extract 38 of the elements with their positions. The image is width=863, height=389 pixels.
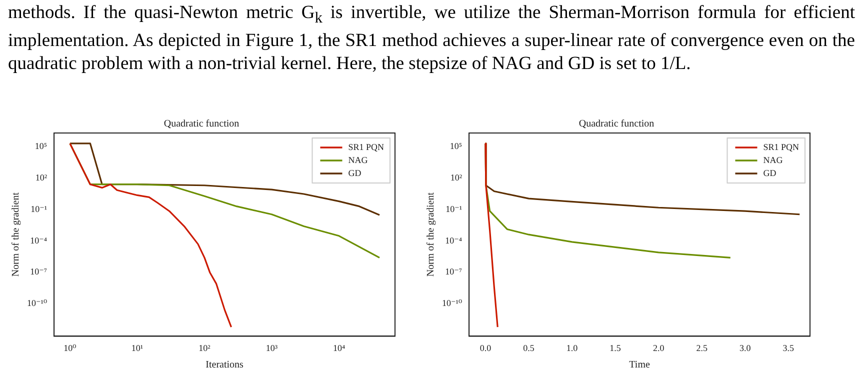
x-tick-label: 2.5 [696, 343, 708, 354]
y-tick-label: 10⁻¹ [30, 204, 48, 214]
chart-title: Quadratic function [164, 119, 240, 130]
chart-title: Quadratic function [578, 119, 654, 130]
y-tick-label: 10⁻¹⁰ [26, 298, 48, 309]
x-tick-label: 1.0 [566, 343, 578, 354]
y-tick-label: 10⁻⁴ [30, 236, 48, 246]
y-tick-label: 10⁻⁷ [30, 267, 48, 278]
legend-label: SR1 PQN [763, 142, 800, 152]
y-tick-label: 10⁵ [450, 141, 462, 152]
legend-label: NAG [348, 155, 368, 166]
y-tick-label: 10⁻¹⁰ [442, 298, 462, 309]
x-axis-title: Time [629, 360, 650, 372]
y-tick-label: 10⁻⁷ [445, 267, 462, 278]
x-tick-label: 3.5 [782, 343, 794, 354]
y-tick-label: 10² [450, 172, 462, 183]
y-tick-label: 10² [35, 172, 48, 183]
y-axis-title: Norm of the gradient [426, 192, 437, 278]
x-tick-label: 10² [198, 343, 211, 354]
x-tick-label: 10³ [266, 343, 278, 354]
legend-label: GD [763, 168, 777, 178]
x-tick-label: 10⁰ [64, 343, 77, 354]
legend-label: NAG [763, 155, 784, 166]
legend-label: SR1 PQN [348, 142, 384, 152]
text: methods. If the quasi-Newton metric G$_{k}$ is invertible, we utilize the Sherman-Morrison formula for efficient implementation. As depicted in Figure 1, the SR1 method achieves a super-linear rate of convergence even on the quadratic problem with a non-trivial kernel. Here, the stepsize of NAG and GD is set to 1/L. [8, 2, 855, 76]
x-tick-label: 1.5 [610, 343, 622, 354]
x-tick-label: 10⁴ [332, 343, 346, 354]
y-tick-label: 10⁻¹ [446, 204, 462, 214]
x-tick-label: 10¹ [131, 343, 144, 354]
legend-label: GD [348, 168, 362, 178]
x-tick-label: 2.0 [652, 343, 665, 354]
y-tick-label: 10⁻⁴ [445, 236, 462, 246]
x-tick-label: 0.5 [523, 343, 535, 354]
x-tick-label: 3.0 [739, 343, 752, 354]
x-tick-label: 0.0 [480, 343, 492, 354]
x-axis-title: Iterations [206, 360, 244, 372]
y-axis-title: Norm of the gradient [10, 192, 22, 278]
y-tick-label: 10⁵ [34, 141, 48, 152]
